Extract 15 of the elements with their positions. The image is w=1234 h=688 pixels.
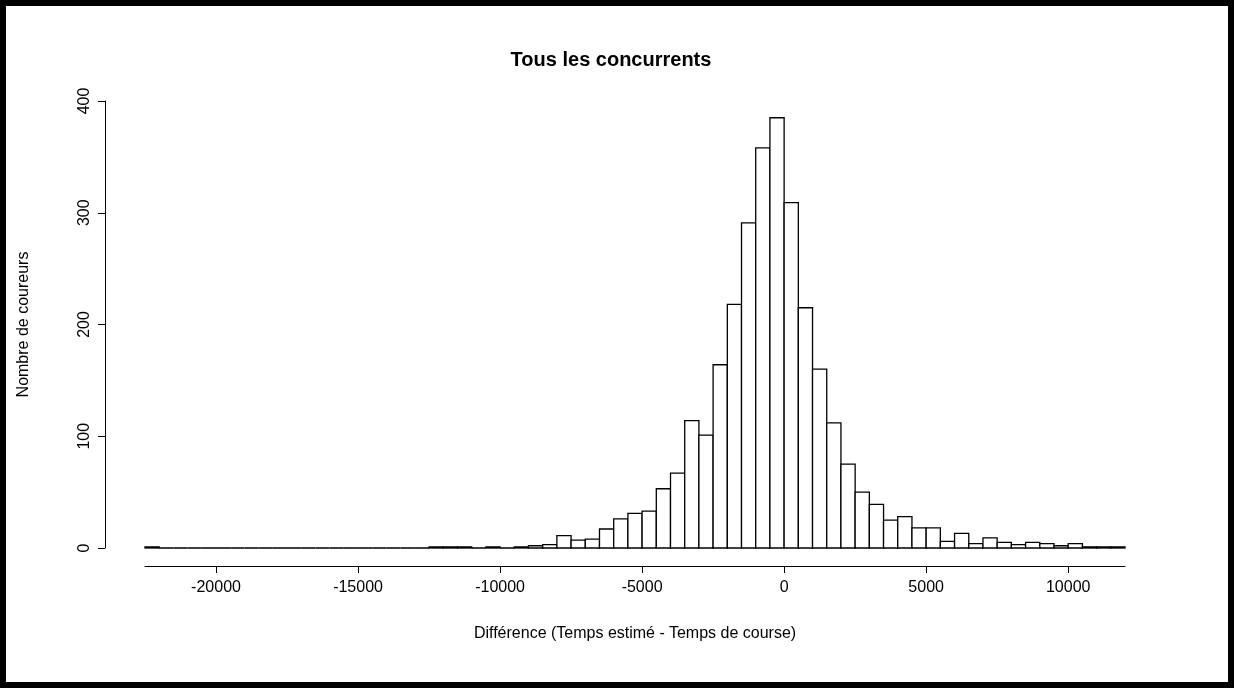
x-tick-label: -15000 [333,577,384,595]
y-axis-title: Nombre de coureurs [13,251,31,398]
x-axis-title: Différence (Temps estimé - Temps de course) [473,623,797,641]
y-tick-label: 100 [74,422,92,450]
y-tick-label: 400 [74,87,92,115]
y-tick-label: 300 [74,199,92,227]
x-tick-label: 0 [779,577,789,595]
x-tick-label: -10000 [475,577,526,595]
chart-title: Tous les concurrents [510,48,712,70]
y-tick-label: 0 [74,543,92,553]
x-tick-label: -5000 [621,577,663,595]
x-tick-label: -20000 [191,577,242,595]
x-tick-label: 10000 [1045,577,1091,595]
y-tick-label: 200 [74,311,92,338]
x-tick-label: 5000 [908,577,945,595]
